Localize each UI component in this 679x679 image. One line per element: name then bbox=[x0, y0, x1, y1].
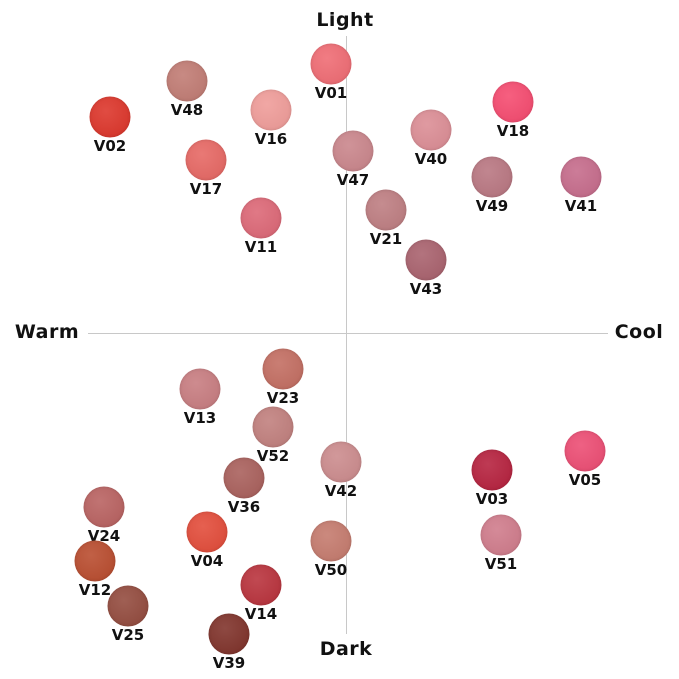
swatch-v13 bbox=[179, 368, 221, 410]
swatch-label: V40 bbox=[414, 150, 448, 168]
swatch-label: V50 bbox=[314, 561, 348, 579]
swatch-label: V14 bbox=[244, 605, 278, 623]
swatch-v52 bbox=[252, 406, 294, 448]
swatch-v42 bbox=[320, 441, 362, 483]
swatch-v05 bbox=[564, 430, 606, 472]
swatch-v23 bbox=[262, 348, 304, 390]
swatch-v49 bbox=[471, 156, 513, 198]
swatch-v25 bbox=[107, 585, 149, 627]
swatch-label: V05 bbox=[568, 471, 602, 489]
axis-label-light: Light bbox=[316, 9, 374, 31]
swatch-v51 bbox=[480, 514, 522, 556]
swatch-label: V21 bbox=[369, 230, 403, 248]
swatch-v17 bbox=[185, 139, 227, 181]
swatch-v40 bbox=[410, 109, 452, 151]
swatch-label: V04 bbox=[190, 552, 224, 570]
swatch-label: V36 bbox=[227, 498, 261, 516]
swatch-v47 bbox=[332, 130, 374, 172]
swatch-label: V41 bbox=[564, 197, 598, 215]
swatch-v24 bbox=[83, 486, 125, 528]
horizontal-axis-line bbox=[88, 333, 608, 334]
swatch-label: V23 bbox=[266, 389, 300, 407]
swatch-v50 bbox=[310, 520, 352, 562]
swatch-v16 bbox=[250, 89, 292, 131]
swatch-v18 bbox=[492, 81, 534, 123]
swatch-v02 bbox=[89, 96, 131, 138]
swatch-v14 bbox=[240, 564, 282, 606]
axis-label-warm: Warm bbox=[14, 321, 80, 343]
swatch-label: V12 bbox=[78, 581, 112, 599]
swatch-v39 bbox=[208, 613, 250, 655]
swatch-v03 bbox=[471, 449, 513, 491]
swatch-label: V13 bbox=[183, 409, 217, 427]
vertical-axis-line bbox=[346, 36, 347, 634]
swatch-v36 bbox=[223, 457, 265, 499]
swatch-v11 bbox=[240, 197, 282, 239]
swatch-v21 bbox=[365, 189, 407, 231]
swatch-v43 bbox=[405, 239, 447, 281]
swatch-label: V25 bbox=[111, 626, 145, 644]
swatch-label: V03 bbox=[475, 490, 509, 508]
swatch-label: V01 bbox=[314, 84, 348, 102]
swatch-label: V11 bbox=[244, 238, 278, 256]
swatch-label: V49 bbox=[475, 197, 509, 215]
axis-label-dark: Dark bbox=[319, 638, 373, 660]
swatch-label: V02 bbox=[93, 137, 127, 155]
swatch-label: V17 bbox=[189, 180, 223, 198]
swatch-label: V16 bbox=[254, 130, 288, 148]
swatch-label: V51 bbox=[484, 555, 518, 573]
swatch-v04 bbox=[186, 511, 228, 553]
swatch-label: V48 bbox=[170, 101, 204, 119]
swatch-v48 bbox=[166, 60, 208, 102]
swatch-v41 bbox=[560, 156, 602, 198]
swatch-label: V39 bbox=[212, 654, 246, 672]
swatch-label: V52 bbox=[256, 447, 290, 465]
swatch-label: V47 bbox=[336, 171, 370, 189]
swatch-label: V43 bbox=[409, 280, 443, 298]
swatch-label: V18 bbox=[496, 122, 530, 140]
swatch-v01 bbox=[310, 43, 352, 85]
swatch-v12 bbox=[74, 540, 116, 582]
axis-label-cool: Cool bbox=[614, 321, 664, 343]
swatch-label: V42 bbox=[324, 482, 358, 500]
